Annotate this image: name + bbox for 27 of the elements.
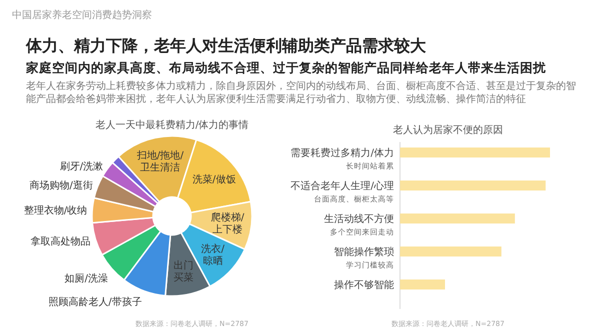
chart-title: 老人一天中最耗费精力/体力的事情 bbox=[95, 119, 249, 131]
y-tick-label: 生活动线不方便 bbox=[324, 213, 394, 225]
text: 老年人在家务劳动上耗费较多体力或精力，除自身原因外，空间内的动线布局、台面、橱柜高度不合适、甚至是过于复杂的智能产品都会给爸妈带来困扰，老年人认为居家便利生活需要满足行动省力、取物方便、动线流畅、操作简洁的特征 bbox=[26, 80, 576, 106]
slice-label: 刷牙/洗漱 bbox=[60, 160, 104, 173]
y-tick-label: 操作不够智能 bbox=[334, 279, 394, 291]
y-tick-label: 智能操作繁琐 bbox=[334, 246, 394, 258]
bar bbox=[400, 280, 445, 290]
slice-label: 如厕/洗澡 bbox=[64, 272, 108, 284]
slice-label: 扫地/拖地/卫生清洁 bbox=[136, 150, 184, 174]
y-tick-label: 需要耗费过多精力/体力 bbox=[290, 147, 394, 159]
bar bbox=[400, 180, 546, 190]
slice-label: 拿取高处物品 bbox=[30, 235, 91, 248]
text: 家庭空间内的家具高度、布局动线不合理、过于复杂的智能产品同样给老年人带来生活困扰 bbox=[26, 60, 546, 77]
bar bbox=[400, 148, 550, 158]
slice-label: 洗衣/晾晒 bbox=[201, 242, 226, 267]
text: 体力、精力下降，老年人对生活便利辅助类产品需求较大 bbox=[26, 36, 426, 57]
bar bbox=[400, 246, 502, 256]
y-tick-label: 不适合老年人生理/心理 bbox=[290, 180, 394, 192]
slice-label: 爬楼梯/上下楼 bbox=[210, 211, 245, 236]
text: 中国居家养老空间消费趋势洞察 bbox=[12, 8, 152, 22]
slice-label: 照顾高龄老人/带孩子 bbox=[48, 296, 142, 308]
slice-label: 洗菜/做饭 bbox=[192, 174, 236, 186]
slice-label: 商场购物/逛街 bbox=[30, 179, 93, 192]
slice-label: 出门买菜 bbox=[173, 259, 194, 284]
chart-title: 老人认为居家不便的原因 bbox=[393, 124, 503, 136]
slice-label: 整理衣物/收纳 bbox=[24, 204, 88, 216]
bar bbox=[400, 214, 515, 224]
